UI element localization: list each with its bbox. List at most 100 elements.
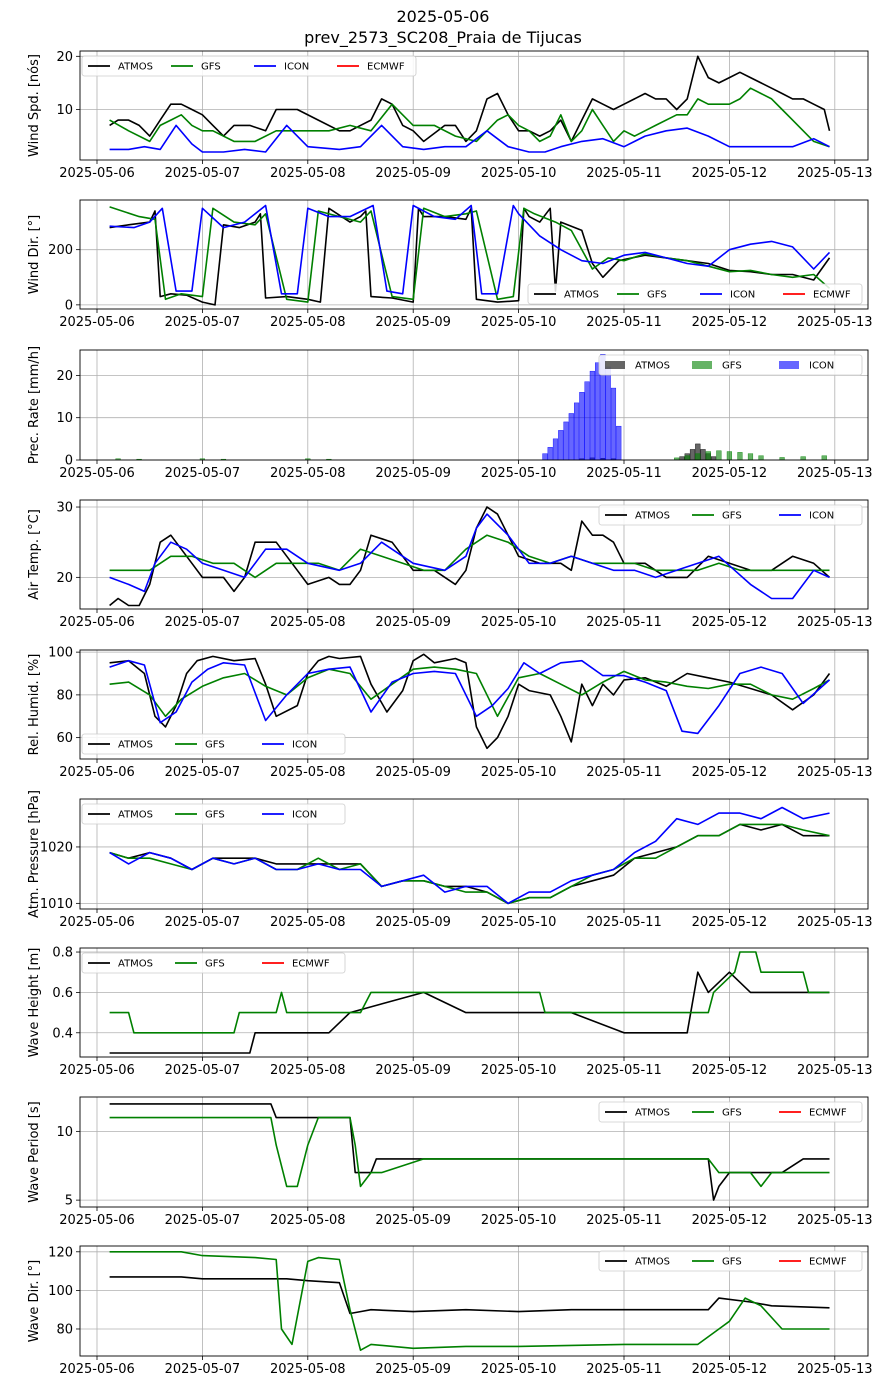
legend-label-ecmwf: ECMWF (809, 1108, 847, 1119)
y-tick-label: 1020 (40, 840, 73, 855)
y-axis-label: Wind Spd. [nós] (27, 54, 42, 157)
x-tick-label: 2025-05-10 (481, 615, 557, 630)
bar-gfs (716, 450, 722, 460)
bar-gfs (800, 456, 806, 460)
y-tick-label: 80 (56, 688, 73, 703)
bar-icon (552, 438, 559, 460)
y-axis-label: Wave Dir. [°] (27, 1260, 42, 1343)
x-tick-label: 2025-05-08 (270, 615, 346, 630)
x-tick-label: 2025-05-08 (270, 315, 346, 330)
bar-gfs (305, 458, 311, 460)
y-axis-label: Wind Dir. [°] (27, 215, 42, 295)
x-tick-label: 2025-05-09 (375, 1362, 451, 1377)
x-tick-label: 2025-05-07 (165, 615, 241, 630)
bar-icon (605, 366, 611, 460)
subplot-4: 2025-05-06 2025-05-07 2025-05-08 2025-05-09… (27, 499, 873, 630)
legend: ATMOS GFS ICON (598, 354, 863, 376)
y-tick-label: 200 (48, 243, 73, 258)
series-line-gfs (109, 951, 830, 1034)
bar-gfs (726, 451, 732, 460)
bar-icon (579, 392, 585, 460)
y-tick-label: 0.8 (52, 946, 73, 961)
x-tick-label: 2025-05-13 (797, 466, 873, 481)
x-tick-label: 2025-05-12 (692, 1362, 768, 1377)
x-tick-label: 2025-05-13 (797, 1063, 873, 1078)
legend-label-atmos: ATMOS (635, 511, 670, 522)
y-axis-label: Air Temp. [°C] (27, 509, 42, 600)
x-tick-label: 2025-05-11 (586, 166, 662, 181)
bar-icon (600, 354, 606, 460)
subplot-2: 2025-05-06 2025-05-07 2025-05-08 2025-05-09… (27, 199, 873, 330)
series-line-atmos (109, 653, 831, 750)
y-axis-label: Wave Height [m] (27, 948, 42, 1058)
axes-frame (79, 50, 869, 161)
x-tick-label: 2025-05-13 (797, 765, 873, 780)
x-tick-label: 2025-05-12 (692, 615, 768, 630)
x-tick-label: 2025-05-10 (481, 1213, 557, 1228)
x-tick-label: 2025-05-12 (692, 1213, 768, 1228)
legend-label-gfs: GFS (722, 511, 742, 522)
bar-icon (558, 430, 564, 460)
plot-area (109, 204, 831, 306)
bar-icon (542, 453, 548, 460)
legend: ATMOS GFS ICON (81, 803, 346, 825)
y-tick-label: 1010 (40, 897, 73, 912)
legend: ATMOS GFS ICON (598, 504, 863, 526)
series-line-gfs (109, 206, 831, 303)
bar-gfs (758, 455, 764, 460)
bar-atmos (711, 456, 717, 460)
x-tick-label: 2025-05-12 (692, 1063, 768, 1078)
legend-label-gfs: GFS (205, 810, 225, 821)
bar-atmos (679, 456, 685, 460)
series-line-gfs (109, 534, 830, 579)
bar-gfs (821, 455, 827, 460)
bar-gfs (199, 458, 205, 460)
bar-atmos (689, 449, 696, 460)
plot-area (109, 1103, 830, 1201)
series-line-icon (109, 204, 831, 295)
x-tick-label: 2025-05-08 (270, 765, 346, 780)
x-tick-label: 2025-05-12 (692, 765, 768, 780)
legend: ATMOS GFS ICON (81, 733, 346, 755)
axes-frame (79, 349, 869, 461)
legend: ATMOS GFS ECMWF (598, 1101, 863, 1123)
series-line-gfs (109, 1251, 830, 1351)
x-tick-label: 2025-05-08 (270, 915, 346, 930)
legend-label-ecmwf: ECMWF (809, 1257, 847, 1268)
y-axis-label: Atm. Pressure [hPa] (27, 790, 42, 918)
plot-area (109, 653, 831, 750)
legend-box (81, 733, 346, 755)
legend: ATMOS GFS ICON ECMWF (527, 283, 863, 305)
x-tick-label: 2025-05-10 (481, 1063, 557, 1078)
y-tick-label: 100 (48, 1284, 73, 1299)
legend-label-atmos: ATMOS (118, 740, 153, 751)
bar-icon (563, 421, 569, 460)
y-tick-label: 10 (56, 1125, 73, 1140)
bar-gfs (115, 458, 121, 460)
legend-swatch-gfs (692, 361, 712, 369)
axes-frame (79, 1245, 869, 1357)
x-tick-label: 2025-05-06 (59, 315, 135, 330)
x-tick-label: 2025-05-06 (59, 466, 135, 481)
series-line-gfs (109, 87, 830, 148)
legend-label-icon: ICON (292, 810, 317, 821)
bar-gfs (705, 451, 711, 460)
y-axis-label: Rel. Humid. [%] (27, 654, 42, 756)
legend: ATMOS GFS ECMWF (598, 1250, 863, 1272)
plot-area (109, 55, 831, 153)
legend-label-gfs: GFS (722, 1108, 742, 1119)
legend-box (598, 1250, 863, 1272)
y-tick-label: 100 (48, 646, 73, 661)
x-tick-label: 2025-05-11 (586, 765, 662, 780)
x-tick-label: 2025-05-10 (481, 765, 557, 780)
x-tick-label: 2025-05-06 (59, 915, 135, 930)
bar-gfs (747, 453, 754, 460)
legend-label-atmos: ATMOS (118, 62, 153, 73)
plot-area (109, 951, 830, 1054)
y-tick-label: 10 (56, 103, 73, 118)
x-tick-label: 2025-05-07 (165, 315, 241, 330)
x-tick-label: 2025-05-11 (586, 615, 662, 630)
subplot-1: 2025-05-06 2025-05-07 2025-05-08 2025-05-09… (27, 50, 873, 181)
x-tick-label: 2025-05-10 (481, 466, 557, 481)
